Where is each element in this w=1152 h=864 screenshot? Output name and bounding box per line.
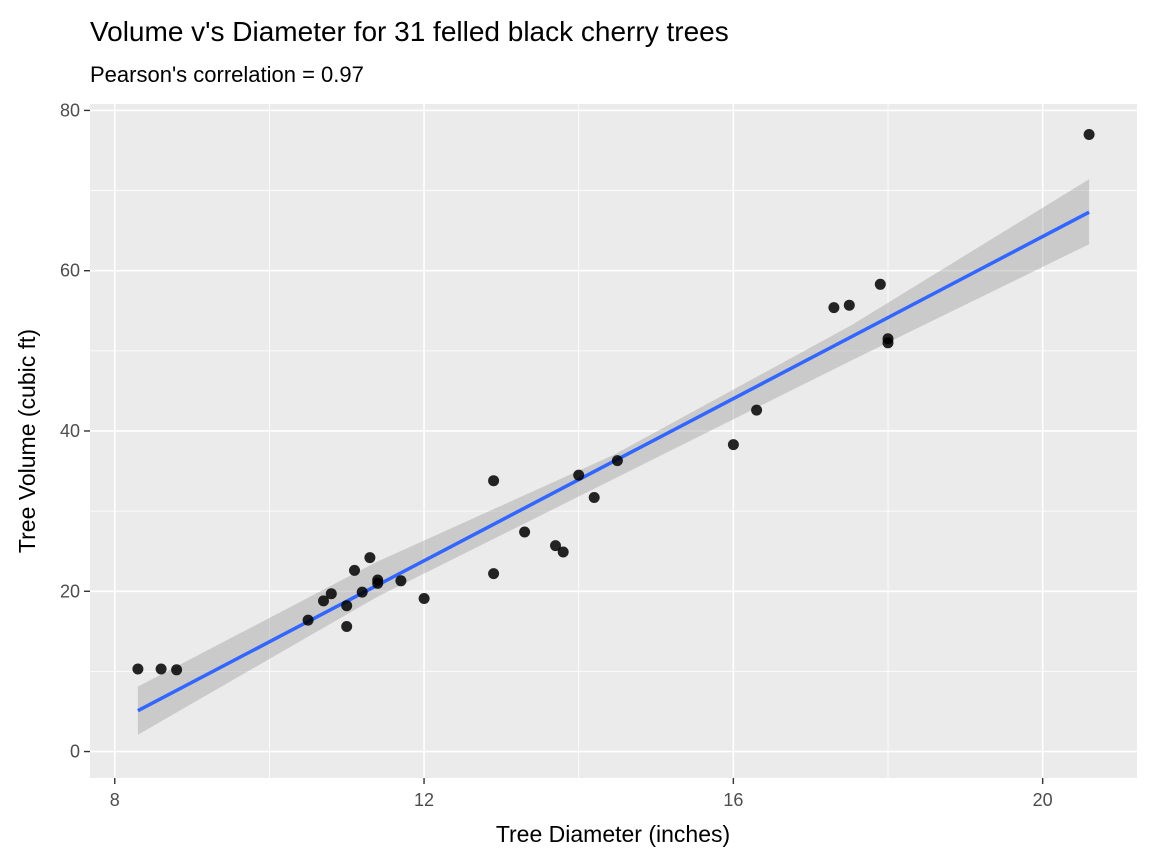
data-point [882,337,894,349]
x-axis: 8 12 16 20 [110,778,1053,810]
data-point [395,575,407,587]
data-point [341,600,353,612]
data-point [1083,129,1095,140]
plot-panel [90,104,1137,778]
y-tick-label: 80 [60,100,80,120]
y-axis-title: Tree Volume (cubic ft) [14,329,40,553]
y-tick-label: 40 [60,421,80,441]
y-tick-label: 0 [70,742,80,762]
y-tick-label: 60 [60,261,80,281]
data-point [302,614,314,626]
data-point [488,568,500,580]
data-point [488,475,500,487]
data-point [372,574,384,586]
x-tick-label: 12 [414,790,434,810]
data-point [325,588,337,600]
x-tick-label: 8 [110,790,120,810]
data-point [418,593,430,604]
data-point [828,302,840,314]
data-point [171,664,183,676]
x-tick-label: 16 [723,790,743,810]
data-point [573,469,585,481]
data-point [356,586,368,598]
data-point [550,540,561,552]
data-point [341,621,353,632]
data-point [751,404,763,416]
data-point [843,299,855,311]
data-point [155,663,167,675]
data-point [557,546,569,558]
major-gridlines [90,104,1137,778]
data-point [318,595,329,607]
x-tick-label: 20 [1033,790,1053,810]
chart-title: Volume v's Diameter for 31 felled black … [90,16,729,47]
data-point [874,278,886,290]
minor-gridlines [90,104,1137,778]
data-point [132,663,144,675]
x-axis-title: Tree Diameter (inches) [496,821,730,847]
data-point [588,492,600,503]
y-tick-label: 20 [60,581,80,601]
data-point [349,564,360,576]
data-point [519,526,531,538]
chart-subtitle: Pearson's correlation = 0.97 [90,62,364,87]
data-point [364,552,376,564]
y-axis: 0 20 40 60 80 [60,100,90,762]
data-points-layer [132,129,1095,676]
data-point [727,439,739,451]
data-point [611,455,623,467]
